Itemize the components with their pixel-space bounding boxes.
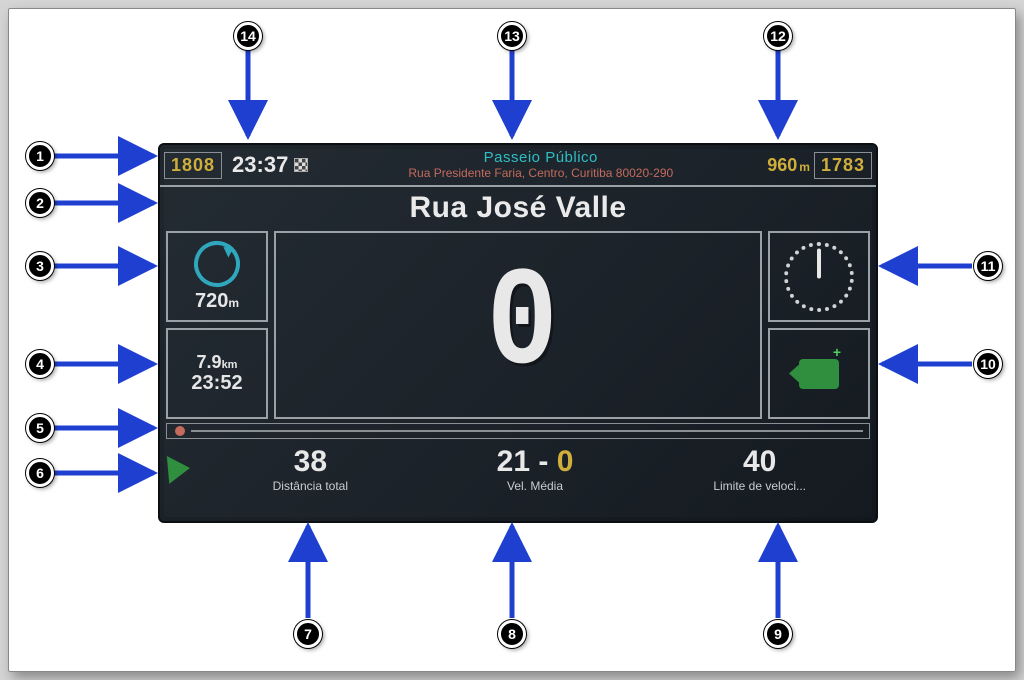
callout-7: 7 [294, 620, 322, 648]
stat1-label: Distância total [202, 479, 419, 493]
right-code-badge: 1783 [814, 152, 872, 179]
roundabout-icon [186, 233, 247, 294]
callout-4: 4 [26, 350, 54, 378]
bottom-row: 38 Distância total 21 - 0 Vel. Média 40 … [160, 439, 876, 499]
destination-distance-value: 960 [767, 155, 797, 176]
middle-row: 720m 7.9km 23:52 0 [160, 227, 876, 423]
compass-icon [784, 242, 854, 312]
speed-value: 0 [487, 246, 550, 405]
direction-arrow-icon [167, 454, 191, 484]
camera-icon [799, 359, 839, 389]
camera-plus-icon: + [833, 345, 841, 360]
stat3-label: Limite de veloci... [651, 479, 868, 493]
callout-8: 8 [498, 620, 526, 648]
destination-address: Rua Presidente Faria, Centro, Curitiba 8… [318, 167, 763, 180]
route-progress-bar[interactable] [166, 423, 870, 439]
callout-1: 1 [26, 142, 54, 170]
stat2-label: Vel. Média [427, 479, 644, 493]
eta-distance-value: 7.9 [197, 352, 222, 372]
stat3-value: 40 [651, 445, 868, 479]
stat-speed-limit[interactable]: 40 Limite de veloci... [651, 445, 868, 493]
top-bar: 1808 23:37 Passeio Público Rua President… [160, 145, 876, 187]
speed-display[interactable]: 0 [274, 231, 762, 419]
callout-2: 2 [26, 189, 54, 217]
callout-6: 6 [26, 459, 54, 487]
destination-distance: 960 m [767, 155, 810, 176]
destination-name: Passeio Público [318, 150, 763, 167]
gps-screen: 1808 23:37 Passeio Público Rua President… [158, 143, 878, 523]
clock-value: 23:37 [232, 152, 288, 178]
progress-start-icon [175, 426, 185, 436]
callout-14: 14 [234, 22, 262, 50]
camera-box[interactable]: + [768, 328, 870, 419]
left-column: 720m 7.9km 23:52 [166, 231, 268, 419]
callout-12: 12 [764, 22, 792, 50]
checkered-flag-icon [294, 158, 308, 172]
next-turn-distance: 720m [195, 291, 239, 312]
eta-distance: 7.9km [197, 353, 238, 372]
next-turn-distance-value: 720 [195, 290, 228, 312]
callout-3: 3 [26, 252, 54, 280]
callout-13: 13 [498, 22, 526, 50]
compass-box[interactable] [768, 231, 870, 322]
stat2-sep: - [530, 445, 557, 478]
camera-wrap: + [799, 359, 839, 389]
figure-frame: 1808 23:37 Passeio Público Rua President… [8, 8, 1016, 672]
stat2-cur: 0 [557, 445, 574, 478]
stat-avg-speed[interactable]: 21 - 0 Vel. Média [427, 445, 644, 493]
current-street: Rua José Valle [160, 187, 876, 227]
callout-10: 10 [974, 350, 1002, 378]
left-code-badge: 1808 [164, 152, 222, 179]
right-column: + [768, 231, 870, 419]
callout-5: 5 [26, 414, 54, 442]
next-turn-distance-unit: m [228, 296, 239, 310]
eta-box[interactable]: 7.9km 23:52 [166, 328, 268, 419]
stat1-value: 38 [202, 445, 419, 479]
stat-total-distance[interactable]: 38 Distância total [202, 445, 419, 493]
eta-distance-unit: km [222, 359, 238, 371]
callout-11: 11 [974, 252, 1002, 280]
eta-time: 23:52 [191, 373, 242, 394]
next-turn-box[interactable]: 720m [166, 231, 268, 322]
stat2-value: 21 - 0 [427, 445, 644, 479]
destination-block: Passeio Público Rua Presidente Faria, Ce… [318, 150, 763, 180]
destination-distance-unit: m [799, 160, 810, 174]
clock-display: 23:37 [226, 152, 314, 178]
callout-9: 9 [764, 620, 792, 648]
stat2-avg: 21 [497, 445, 530, 478]
